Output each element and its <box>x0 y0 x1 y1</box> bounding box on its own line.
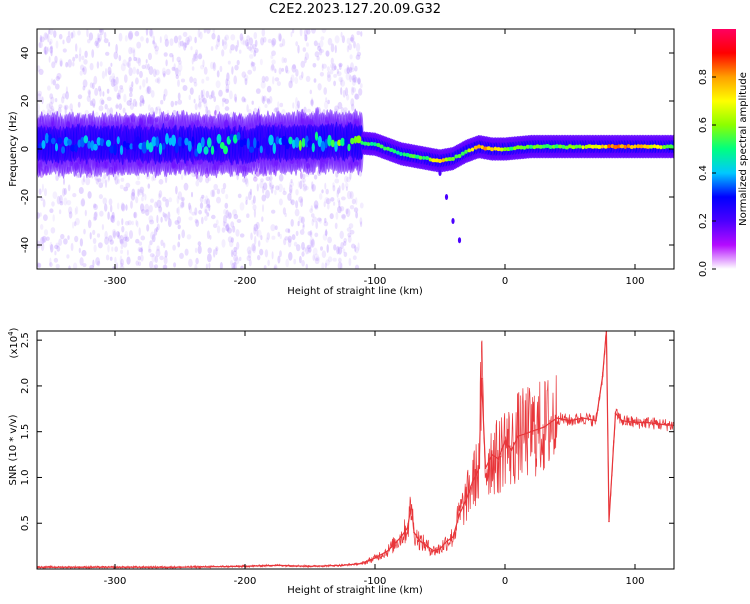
snr-point <box>614 412 617 415</box>
spectrogram-x-tick-label: 100 <box>625 276 644 287</box>
snr-point <box>439 548 441 550</box>
spectrogram-y-tick-label: 0 <box>20 146 31 152</box>
snr-y-tick-label: 2.0 <box>20 378 31 394</box>
snr-x-tick-label: 0 <box>502 576 508 587</box>
snr-panel: -300 -200 -100 0 100 0.5 1.0 1.5 2.0 2.5 Height … <box>7 327 675 596</box>
snr-y-label: SNR (10 * v/v) <box>8 414 19 485</box>
spectrogram-branch-point <box>451 218 455 224</box>
snr-point <box>419 540 422 543</box>
snr-point <box>452 536 454 538</box>
snr-point <box>497 458 500 461</box>
snr-y-tick-label: 2.5 <box>20 332 31 348</box>
snr-x-tick-label: -200 <box>234 576 257 587</box>
spectrogram-y-tick-label: -20 <box>20 189 31 205</box>
snr-point <box>374 557 376 559</box>
snr-points <box>37 331 674 568</box>
snr-x-axis: -300 -200 -100 0 100 <box>104 331 645 587</box>
colorbar-tick-label: 0.2 <box>698 213 709 229</box>
snr-point <box>179 566 181 568</box>
spectrogram-branch-point <box>444 194 449 200</box>
snr-point <box>471 481 474 483</box>
snr-point <box>410 504 413 506</box>
spectrogram-y-tick-label: 20 <box>20 95 31 108</box>
spectrogram-y-label: Frequency (Hz) <box>8 111 19 187</box>
colorbar-tick-label: 0.6 <box>698 117 709 133</box>
snr-point <box>569 419 571 422</box>
snr-point <box>608 520 610 523</box>
colorbar-label: Normalized spectral amplitude <box>738 72 749 226</box>
snr-point <box>647 421 649 424</box>
snr-x-tick-label: 100 <box>625 576 644 587</box>
snr-point <box>504 440 506 442</box>
snr-point <box>309 565 311 568</box>
snr-point <box>556 417 558 419</box>
snr-point <box>660 423 662 426</box>
colorbar-tick-label: 0.8 <box>698 69 709 85</box>
snr-multiplier-exp: 4 <box>7 331 15 336</box>
snr-point <box>445 540 448 543</box>
snr-point <box>400 536 402 538</box>
spectrogram-x-tick-label: -100 <box>364 276 387 287</box>
snr-multiplier-base: (x10 <box>9 336 20 359</box>
snr-point <box>582 417 584 419</box>
spectrogram-x-label: Height of straight line (km) <box>287 286 423 297</box>
snr-point <box>341 564 344 567</box>
snr-point <box>530 430 532 433</box>
snr-y-tick-label: 0.5 <box>20 515 31 531</box>
snr-point <box>276 564 279 567</box>
snr-point <box>595 419 597 422</box>
snr-point <box>432 549 435 552</box>
snr-x-label: Height of straight line (km) <box>287 585 423 596</box>
snr-point <box>634 421 636 424</box>
snr-x-tick-label: -100 <box>364 576 387 587</box>
colorbar: 0.0 0.2 0.4 0.6 0.8 Normalized spectral ampl… <box>698 29 749 277</box>
snr-multiplier-close: ) <box>9 327 20 331</box>
spectrogram-y-axis: -40 -20 0 20 40 <box>20 47 674 253</box>
snr-point <box>621 419 623 422</box>
snr-point <box>458 513 461 515</box>
spectrogram-ridge-core <box>37 131 674 163</box>
snr-point <box>480 377 483 380</box>
snr-point <box>510 449 513 451</box>
spectrogram-heatmap <box>37 29 674 269</box>
snr-series-line <box>37 331 674 568</box>
snr-y-tick-label: 1.0 <box>20 470 31 486</box>
colorbar-bar <box>712 29 736 269</box>
colorbar-tick-label: 0.4 <box>698 165 709 181</box>
snr-point <box>426 545 428 547</box>
spectrogram-y-tick-label: -40 <box>20 237 31 253</box>
snr-point <box>517 435 519 438</box>
snr-point <box>413 531 415 534</box>
snr-x-tick-label: -300 <box>104 576 127 587</box>
snr-point <box>478 467 480 470</box>
spectrogram-x-tick-label: -300 <box>104 276 127 287</box>
snr-point <box>406 527 409 529</box>
spectrogram-x-tick-label: -200 <box>234 276 257 287</box>
snr-y-tick-label: 1.5 <box>20 424 31 440</box>
colorbar-ticks: 0.0 0.2 0.4 0.6 0.8 <box>698 69 716 277</box>
snr-point <box>465 499 467 502</box>
snr-point <box>361 562 363 565</box>
spectrogram-x-tick-label: 0 <box>502 276 508 287</box>
snr-point <box>484 467 487 470</box>
spectrogram-branch-point <box>438 170 442 176</box>
spectrogram-y-tick-label: 40 <box>20 47 31 60</box>
snr-point <box>491 453 493 456</box>
snr-plot-area <box>37 331 674 569</box>
snr-point <box>387 549 389 552</box>
snr-point <box>543 426 545 428</box>
snr-frame <box>36 330 675 570</box>
colorbar-tick-label: 0.0 <box>698 261 709 277</box>
snr-y-axis: 0.5 1.0 1.5 2.0 2.5 <box>20 332 674 531</box>
spectrogram-x-axis: -300 -200 -100 0 100 <box>104 29 645 287</box>
figure-title: C2E2.2023.127.20.09.G32 <box>268 2 442 17</box>
spectrogram-branch-point <box>457 237 462 244</box>
snr-point <box>601 376 604 378</box>
snr-multiplier: (x104) <box>7 327 20 358</box>
